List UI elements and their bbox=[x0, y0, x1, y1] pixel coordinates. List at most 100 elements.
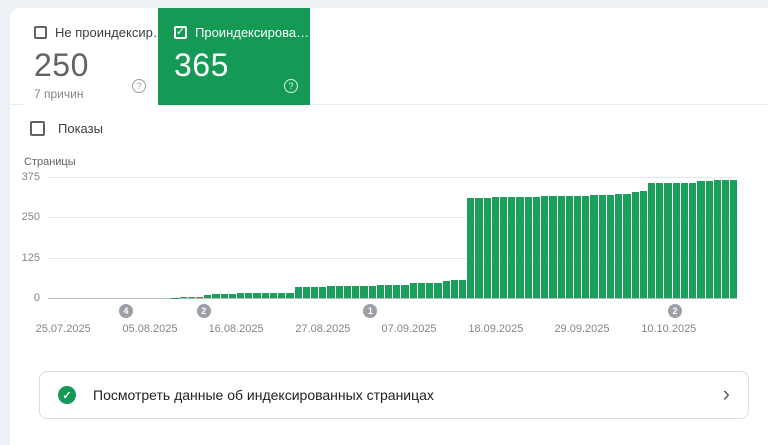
gridline-y-250 bbox=[48, 217, 737, 219]
status-cards-row: Не проиндексир… 250 7 причин ? ✓ Проинде… bbox=[10, 8, 768, 105]
bar bbox=[343, 286, 352, 298]
annotation-marker[interactable]: 2 bbox=[667, 304, 682, 318]
annotation-marker[interactable]: 4 bbox=[118, 304, 133, 318]
bar bbox=[639, 190, 647, 298]
bar bbox=[311, 286, 319, 298]
success-check-icon: ✓ bbox=[58, 386, 76, 404]
bar bbox=[376, 285, 384, 298]
bar bbox=[615, 194, 623, 298]
bar bbox=[713, 180, 721, 298]
card-not-indexed-value: 250 bbox=[34, 47, 89, 83]
bar bbox=[269, 292, 278, 298]
bar bbox=[409, 283, 417, 298]
bar bbox=[508, 197, 516, 298]
bar bbox=[393, 285, 401, 298]
bar bbox=[697, 180, 705, 298]
impressions-label: Показы bbox=[58, 121, 103, 136]
gridline-y-375 bbox=[48, 177, 737, 178]
bar bbox=[335, 286, 343, 298]
card-not-indexed-header: Не проиндексир… bbox=[34, 25, 166, 40]
bar bbox=[319, 286, 327, 298]
bar bbox=[237, 293, 245, 298]
bar bbox=[286, 292, 294, 298]
bar bbox=[278, 292, 286, 298]
bar bbox=[384, 285, 393, 298]
indexed-pages-bar-chart: 375 250 125 0 4 2 1 2 25.07.2025 05.08.2025 16.0… bbox=[22, 171, 738, 335]
bar bbox=[500, 197, 508, 298]
bar bbox=[401, 284, 409, 298]
x-axis-tick-label: 16.08.2025 bbox=[208, 323, 264, 335]
bar bbox=[623, 194, 631, 298]
not-indexed-checkbox[interactable] bbox=[34, 26, 47, 39]
chevron-right-icon: › bbox=[722, 380, 730, 406]
x-axis-tick-label: 10.10.2025 bbox=[641, 323, 697, 335]
chart-axis-title: Страницы bbox=[24, 156, 76, 168]
x-axis-tick-label: 05.08.2025 bbox=[122, 323, 178, 335]
chart-bars bbox=[48, 177, 738, 298]
bar bbox=[721, 180, 730, 298]
bar bbox=[475, 197, 483, 298]
bar bbox=[656, 182, 664, 298]
help-icon[interactable]: ? bbox=[284, 79, 298, 93]
bar bbox=[598, 195, 606, 298]
bar bbox=[368, 285, 376, 298]
bar bbox=[352, 286, 360, 298]
impressions-checkbox[interactable] bbox=[30, 121, 45, 136]
impressions-toggle-row: Показы bbox=[30, 121, 103, 136]
bar bbox=[491, 197, 500, 298]
bar bbox=[417, 283, 426, 298]
bar bbox=[705, 180, 713, 298]
x-axis-tick-label: 18.09.2025 bbox=[468, 323, 524, 335]
index-report-panel: Не проиндексир… 250 7 причин ? ✓ Проинде… bbox=[10, 8, 768, 445]
bar bbox=[664, 182, 672, 298]
bar bbox=[549, 196, 557, 298]
bar bbox=[582, 195, 590, 298]
bar bbox=[606, 194, 615, 298]
bar bbox=[302, 287, 310, 298]
bar bbox=[450, 280, 458, 298]
annotation-marker[interactable]: 2 bbox=[196, 304, 211, 318]
help-icon[interactable]: ? bbox=[132, 79, 146, 93]
bar bbox=[360, 285, 368, 298]
gridline-y-125 bbox=[48, 257, 737, 259]
bar bbox=[212, 294, 220, 298]
card-not-indexed[interactable]: Не проиндексир… 250 7 причин ? bbox=[24, 8, 166, 105]
bar bbox=[442, 280, 450, 298]
bar bbox=[680, 182, 689, 298]
bar bbox=[327, 286, 335, 298]
card-indexed[interactable]: ✓ Проиндексирова… 365 ? bbox=[158, 8, 310, 105]
bar bbox=[458, 279, 467, 298]
bar bbox=[557, 196, 565, 298]
y-axis-tick-label: 0 bbox=[33, 292, 40, 304]
bar bbox=[228, 293, 237, 298]
y-axis-tick-label: 250 bbox=[21, 211, 40, 224]
bar bbox=[253, 293, 261, 298]
card-indexed-header: ✓ Проиндексирова… bbox=[174, 25, 310, 40]
view-indexed-data-label: Посмотреть данные об индексированных стр… bbox=[93, 387, 434, 403]
bar bbox=[187, 297, 195, 298]
bar bbox=[590, 195, 598, 298]
bar bbox=[261, 293, 269, 298]
bar bbox=[195, 297, 204, 298]
card-not-indexed-sublabel[interactable]: 7 причин bbox=[34, 87, 84, 101]
bar bbox=[434, 282, 442, 298]
x-axis-tick-label: 27.08.2025 bbox=[295, 323, 351, 335]
card-indexed-value: 365 bbox=[174, 47, 229, 83]
view-indexed-data-link[interactable]: ✓ Посмотреть данные об индексированных с… bbox=[39, 371, 749, 419]
bar bbox=[574, 195, 582, 298]
x-axis-tick-label: 25.07.2025 bbox=[35, 323, 91, 335]
bar bbox=[483, 197, 491, 298]
bar bbox=[689, 183, 697, 298]
y-axis-tick-label: 125 bbox=[21, 251, 40, 264]
annotation-marker[interactable]: 1 bbox=[363, 304, 378, 318]
bar bbox=[516, 197, 524, 298]
bar bbox=[647, 182, 656, 298]
indexed-checkbox[interactable]: ✓ bbox=[174, 26, 187, 39]
bar bbox=[245, 293, 253, 298]
x-axis-tick-label: 07.09.2025 bbox=[381, 323, 437, 335]
bar bbox=[672, 182, 680, 298]
bar bbox=[565, 196, 573, 298]
bar bbox=[467, 197, 475, 298]
bar bbox=[541, 196, 549, 298]
